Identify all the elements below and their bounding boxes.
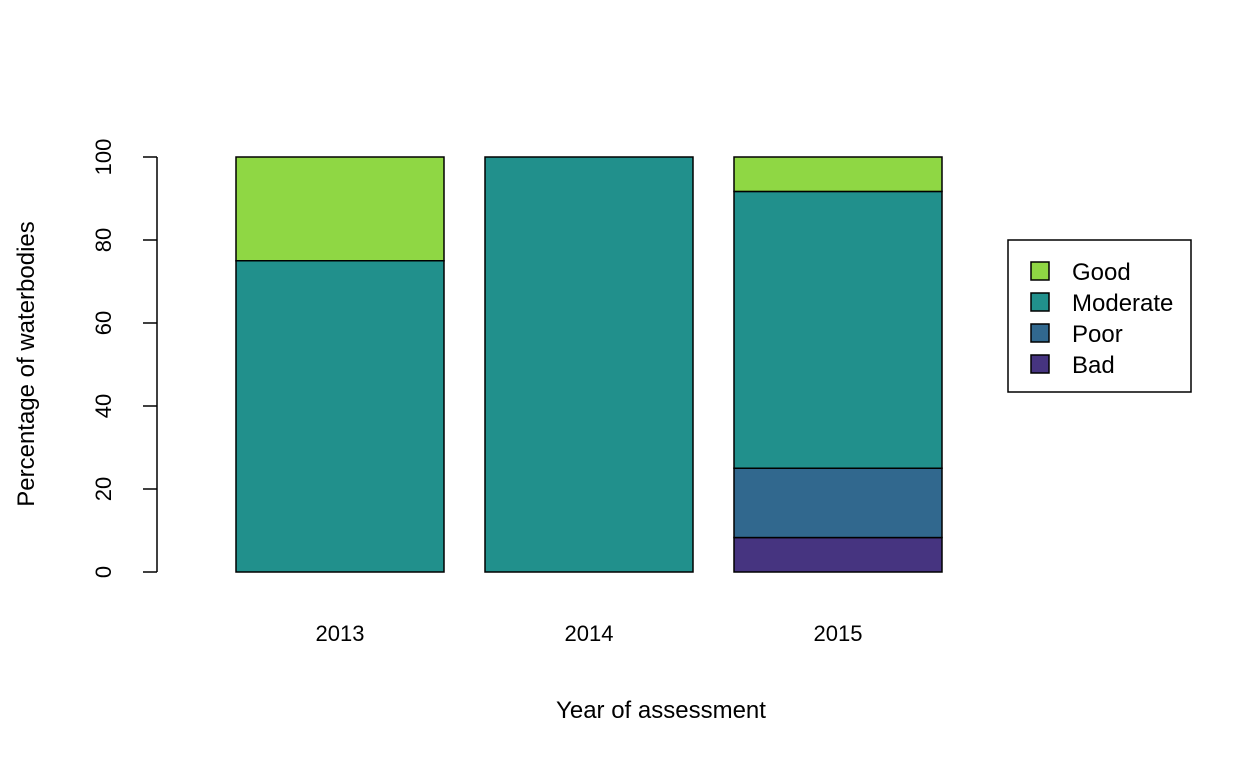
y-axis-label: Percentage of waterbodies (13, 221, 40, 507)
legend-swatch-good (1030, 261, 1050, 281)
bar-segment-good-2013 (235, 156, 445, 262)
y-tick-label: 0 (91, 566, 116, 578)
bar-segment-moderate-2014 (484, 156, 694, 573)
y-tick-label: 40 (91, 394, 116, 418)
bar-segment-poor-2015 (733, 467, 943, 539)
y-tick-label: 20 (91, 477, 116, 501)
legend: Good Moderate Poor Bad (1007, 239, 1192, 393)
y-tick-label: 100 (91, 139, 116, 176)
legend-swatch-bad (1030, 354, 1050, 374)
legend-label-good: Good (1072, 259, 1131, 286)
legend-label-moderate: Moderate (1072, 290, 1173, 317)
legend-swatch-poor (1030, 323, 1050, 343)
legend-swatch-moderate (1030, 292, 1050, 312)
legend-label-bad: Bad (1072, 352, 1115, 379)
x-axis-label: Year of assessment (556, 697, 766, 724)
y-tick-label: 80 (91, 228, 116, 252)
bars (235, 156, 943, 573)
bar-segment-good-2015 (733, 156, 943, 193)
bar-segment-bad-2015 (733, 536, 943, 573)
x-tick-label: 2013 (316, 621, 365, 646)
x-tick-label: 2015 (814, 621, 863, 646)
x-axis-ticks: 2013 2014 2015 (316, 621, 863, 646)
y-axis: 0 20 40 60 80 100 (91, 139, 158, 578)
y-tick-label: 60 (91, 311, 116, 335)
x-tick-label: 2014 (565, 621, 614, 646)
bar-segment-moderate-2013 (235, 260, 445, 573)
bar-segment-moderate-2015 (733, 190, 943, 469)
legend-label-poor: Poor (1072, 321, 1123, 348)
